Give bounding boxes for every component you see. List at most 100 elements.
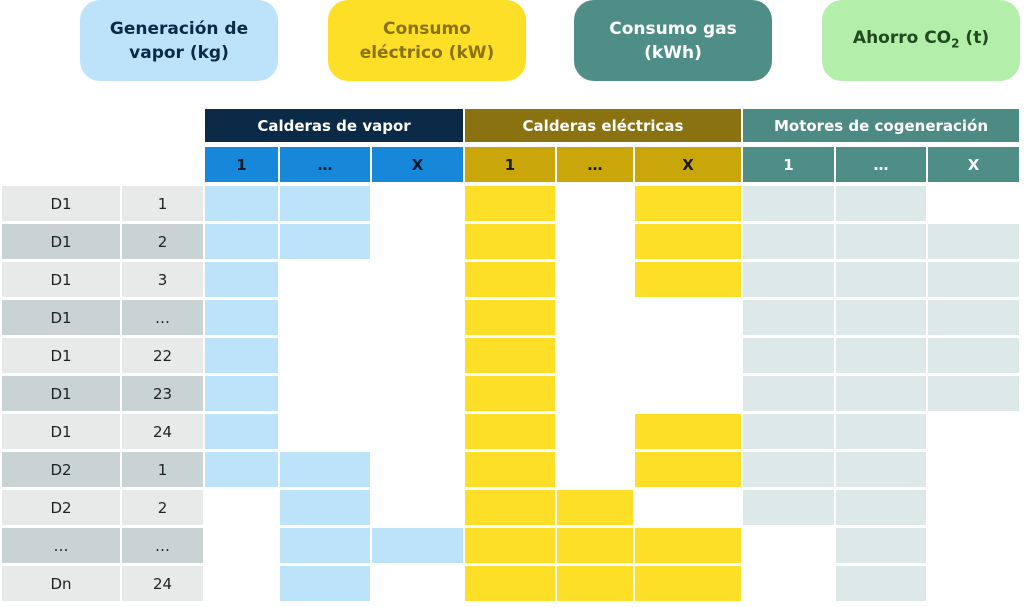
row-day-label: D2 xyxy=(2,490,120,525)
cell-electric-ellipsis-inactive xyxy=(557,376,633,411)
cell-electric-x-active xyxy=(635,414,741,449)
cell-electric-x-active xyxy=(635,452,741,487)
unit-header-electric-1: 1 xyxy=(465,147,555,182)
cell-gas-x-inactive xyxy=(928,528,1019,563)
cell-gas-ellipsis-active xyxy=(836,490,926,525)
cell-gas-1-active xyxy=(743,224,834,259)
cell-steam-x-inactive xyxy=(372,224,463,259)
cell-electric-ellipsis-active xyxy=(557,528,633,563)
cell-steam-ellipsis-active xyxy=(280,566,370,601)
unit-header-gas-1: 1 xyxy=(743,147,834,182)
cell-steam-x-inactive xyxy=(372,186,463,221)
cell-electric-x-active xyxy=(635,528,741,563)
cell-gas-ellipsis-active xyxy=(836,300,926,335)
unit-header-steam-ellipsis: … xyxy=(280,147,370,182)
cell-steam-1-active xyxy=(205,300,278,335)
cell-steam-ellipsis-active xyxy=(280,224,370,259)
cell-gas-1-active xyxy=(743,262,834,297)
cell-electric-1-active xyxy=(465,528,555,563)
cell-gas-ellipsis-active xyxy=(836,528,926,563)
cell-electric-1-active xyxy=(465,452,555,487)
cell-steam-x-inactive xyxy=(372,262,463,297)
legend-gas-consumption: Consumo gas (kWh) xyxy=(574,0,772,81)
row-hour-label: … xyxy=(122,300,203,335)
cell-steam-1-active xyxy=(205,338,278,373)
legend-steam-generation: Generación de vapor (kg) xyxy=(80,0,278,81)
cell-steam-1-inactive xyxy=(205,528,278,563)
cell-gas-ellipsis-active xyxy=(836,376,926,411)
legend-co2-label: Ahorro CO2 (t) xyxy=(852,27,990,51)
cell-steam-x-inactive xyxy=(372,452,463,487)
unit-header-electric-ellipsis: … xyxy=(557,147,633,182)
unit-header-gas-ellipsis: … xyxy=(836,147,926,182)
row-hour-label: 22 xyxy=(122,338,203,373)
cell-electric-ellipsis-inactive xyxy=(557,452,633,487)
cell-electric-1-active xyxy=(465,262,555,297)
legend-gas-label: Consumo gas (kWh) xyxy=(609,18,737,63)
cell-gas-x-active xyxy=(928,224,1019,259)
cell-electric-x-inactive xyxy=(635,300,741,335)
cell-gas-ellipsis-active xyxy=(836,262,926,297)
cell-steam-x-active xyxy=(372,528,463,563)
cell-gas-ellipsis-active xyxy=(836,224,926,259)
cell-steam-1-active xyxy=(205,186,278,221)
row-hour-label: 1 xyxy=(122,186,203,221)
group-header-cogeneration-engines: Motores de cogeneración xyxy=(743,109,1019,142)
legend-electric-consumption: Consumo eléctrico (kW) xyxy=(328,0,526,81)
cell-electric-1-active xyxy=(465,490,555,525)
cell-electric-1-active xyxy=(465,414,555,449)
cell-steam-ellipsis-inactive xyxy=(280,300,370,335)
cell-steam-ellipsis-active xyxy=(280,490,370,525)
cell-electric-x-inactive xyxy=(635,490,741,525)
cell-steam-x-inactive xyxy=(372,490,463,525)
unit-header-gas-x: X xyxy=(928,147,1019,182)
row-day-label: … xyxy=(2,528,120,563)
cell-steam-1-inactive xyxy=(205,566,278,601)
cell-steam-ellipsis-inactive xyxy=(280,376,370,411)
cell-electric-1-active xyxy=(465,566,555,601)
cell-gas-x-active xyxy=(928,338,1019,373)
cell-steam-x-inactive xyxy=(372,338,463,373)
cell-electric-ellipsis-inactive xyxy=(557,224,633,259)
row-day-label: D1 xyxy=(2,224,120,259)
cell-electric-ellipsis-inactive xyxy=(557,300,633,335)
cell-electric-ellipsis-inactive xyxy=(557,186,633,221)
legend-co2-savings: Ahorro CO2 (t) xyxy=(822,0,1020,81)
cell-electric-1-active xyxy=(465,376,555,411)
cell-electric-ellipsis-active xyxy=(557,490,633,525)
row-day-label: D1 xyxy=(2,338,120,373)
cell-gas-x-inactive xyxy=(928,490,1019,525)
row-day-label: D1 xyxy=(2,262,120,297)
group-title-steam: Calderas de vapor xyxy=(257,116,411,135)
cell-gas-ellipsis-active xyxy=(836,338,926,373)
cell-gas-1-active xyxy=(743,338,834,373)
cell-steam-ellipsis-inactive xyxy=(280,262,370,297)
row-hour-label: … xyxy=(122,528,203,563)
cell-steam-ellipsis-inactive xyxy=(280,338,370,373)
cell-gas-ellipsis-active xyxy=(836,186,926,221)
cell-steam-x-inactive xyxy=(372,376,463,411)
unit-header-steam-x: X xyxy=(372,147,463,182)
row-day-label: Dn xyxy=(2,566,120,601)
cell-electric-ellipsis-inactive xyxy=(557,414,633,449)
cell-gas-1-inactive xyxy=(743,566,834,601)
cell-electric-ellipsis-active xyxy=(557,566,633,601)
cell-electric-1-active xyxy=(465,300,555,335)
unit-header-electric-x: X xyxy=(635,147,741,182)
cell-gas-x-inactive xyxy=(928,414,1019,449)
row-hour-label: 23 xyxy=(122,376,203,411)
legend-electric-label: Consumo eléctrico (kW) xyxy=(359,18,495,63)
cell-steam-1-active xyxy=(205,414,278,449)
row-day-label: D2 xyxy=(2,452,120,487)
cell-steam-ellipsis-inactive xyxy=(280,414,370,449)
cell-steam-1-active xyxy=(205,452,278,487)
cell-gas-ellipsis-active xyxy=(836,452,926,487)
cell-steam-ellipsis-active xyxy=(280,528,370,563)
cell-gas-1-active xyxy=(743,452,834,487)
group-header-electric-boilers: Calderas eléctricas xyxy=(465,109,741,142)
cell-electric-x-active xyxy=(635,566,741,601)
cell-steam-1-inactive xyxy=(205,490,278,525)
row-day-label: D1 xyxy=(2,186,120,221)
row-day-label: D1 xyxy=(2,300,120,335)
row-hour-label: 2 xyxy=(122,224,203,259)
